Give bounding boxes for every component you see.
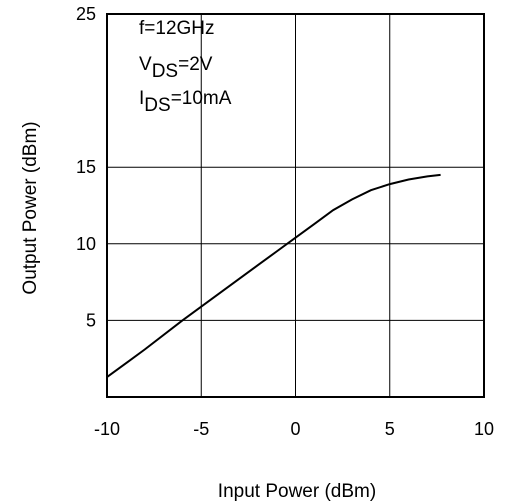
- series-line: [106, 173, 441, 378]
- annotation-box: f=12GHz VDS=2V IDS=10mA: [139, 18, 232, 116]
- annotation-line: VDS=2V: [139, 54, 213, 82]
- annotation-line: f=12GHz: [139, 18, 215, 39]
- y-tick-label: 10: [76, 234, 96, 254]
- y-tick-label: 15: [76, 157, 96, 177]
- x-tick-label: -10: [94, 419, 120, 439]
- y-axis-title: Output Power (dBm): [20, 121, 41, 294]
- plot-frame: [106, 13, 485, 398]
- grid: [107, 14, 484, 397]
- annotation-line: IDS=10mA: [139, 88, 232, 116]
- x-tick-label: 0: [290, 419, 300, 439]
- x-tick-labels: -10 -5 0 5 10: [94, 419, 494, 439]
- x-tick-label: 5: [385, 419, 395, 439]
- x-axis-title: Input Power (dBm): [218, 481, 376, 502]
- y-tick-label: 25: [76, 4, 96, 24]
- y-tick-label: 5: [86, 310, 96, 330]
- x-tick-label: -5: [193, 419, 209, 439]
- x-tick-label: 10: [474, 419, 494, 439]
- y-tick-labels: 5 10 15 25: [76, 4, 96, 330]
